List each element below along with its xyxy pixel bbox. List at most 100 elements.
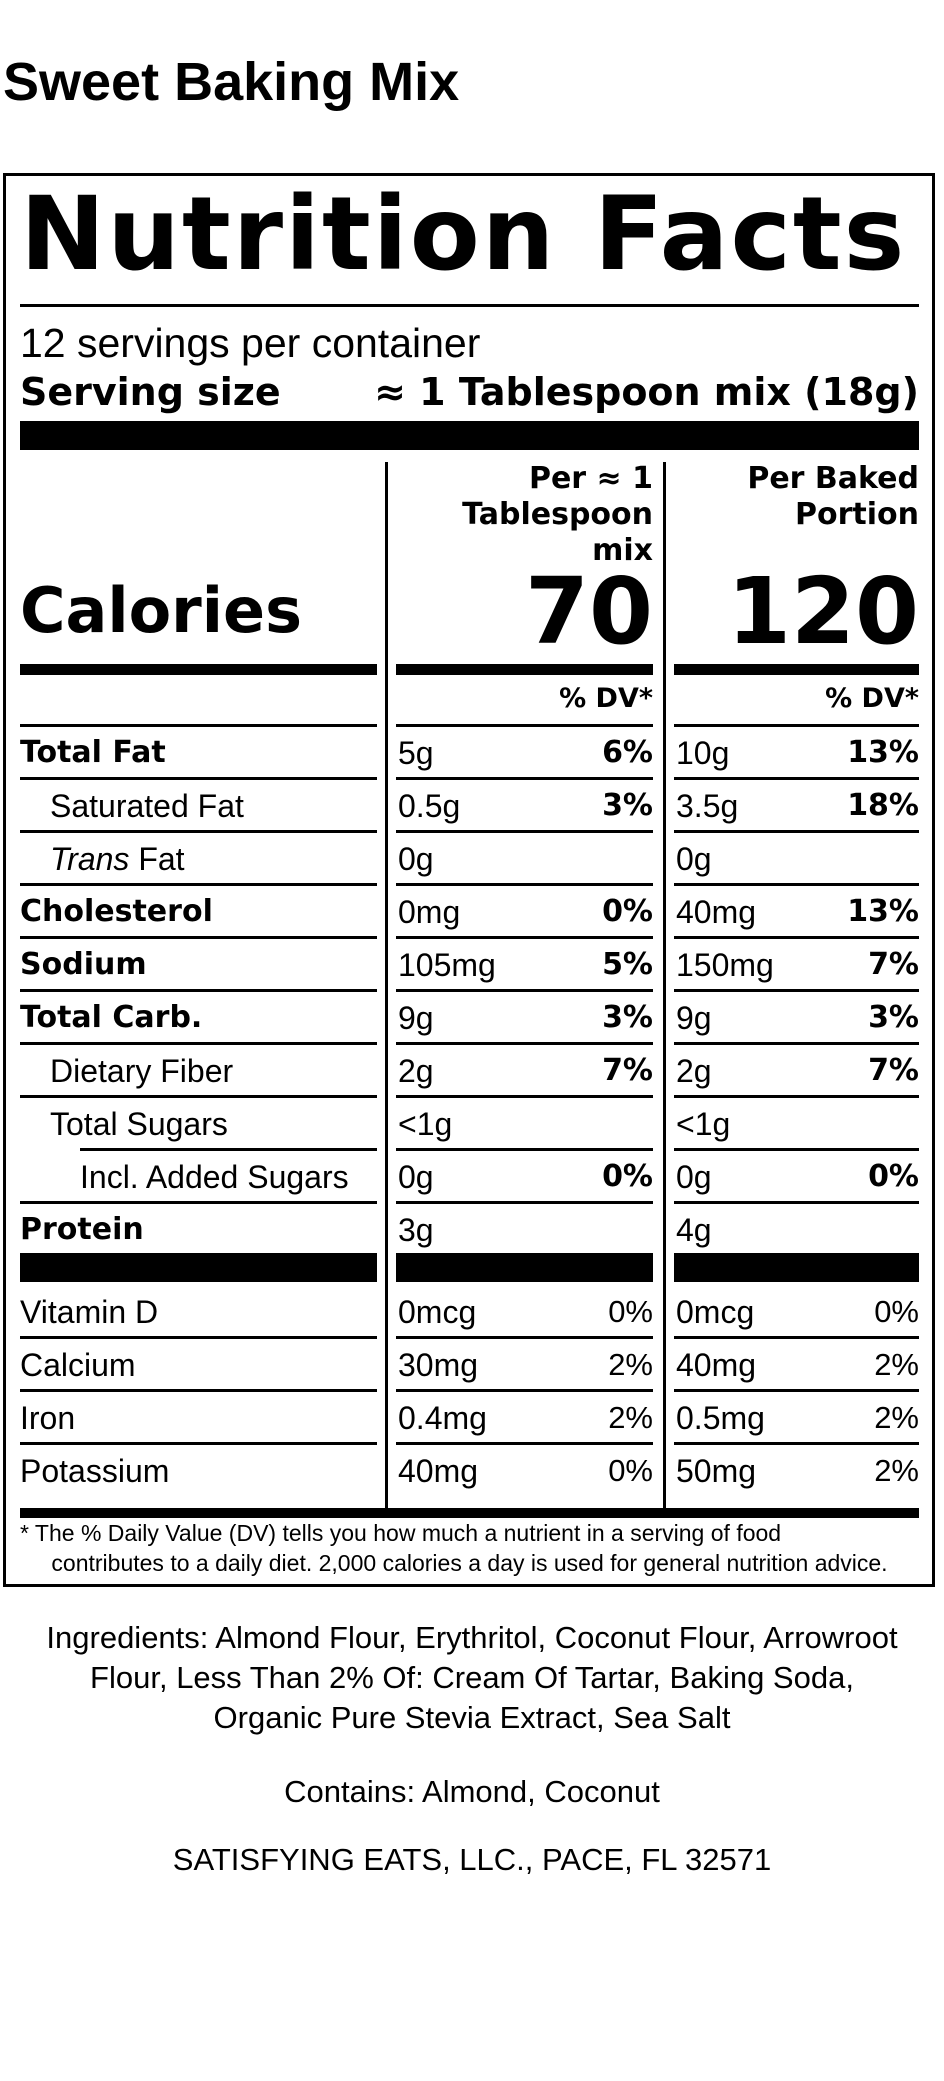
row-divider: [674, 1148, 919, 1151]
amount-baked: 0g: [676, 1159, 712, 1195]
amount-mix: 0mg: [398, 894, 461, 930]
serving-size-label: Serving size: [20, 370, 281, 414]
amount-baked: 10g: [676, 735, 730, 771]
row-divider: [674, 1442, 919, 1445]
ingredients-line: Ingredients: Almond Flour, Erythritol, C…: [46, 1620, 898, 1655]
amount-baked: 9g: [676, 1000, 712, 1036]
amount-baked: 2g: [676, 1053, 712, 1089]
row-divider: [396, 1442, 653, 1445]
row-divider: [396, 989, 653, 992]
row-divider: [20, 883, 377, 886]
nutrient-name: Saturated Fat: [50, 788, 244, 824]
row-divider: [396, 1148, 653, 1151]
amount-baked: 150mg: [676, 947, 774, 983]
footnote: * The % Daily Value (DV) tells you how m…: [20, 1518, 919, 1578]
row-divider: [396, 1201, 653, 1204]
dv-mix: 5%: [602, 947, 653, 982]
nutrient-name: Dietary Fiber: [50, 1053, 234, 1089]
column-header-mix-line: Per ≈ 1: [528, 461, 653, 496]
footnote-line-1: * The % Daily Value (DV) tells you how m…: [20, 1520, 782, 1546]
amount-mix: 0.5g: [398, 788, 461, 824]
serving-size-value: ≈ 1 Tablespoon mix (18g): [374, 370, 919, 414]
column-header-mix-line: Tablespoon: [462, 497, 653, 532]
row-divider: [396, 1042, 653, 1045]
nutrient-name: Cholesterol: [20, 894, 213, 929]
dv-header-mix: % DV*: [559, 683, 653, 714]
vitamin-dv-mix: 0%: [608, 1294, 653, 1329]
dv-mix: 7%: [602, 1053, 653, 1088]
dv-mix: 3%: [602, 1000, 653, 1035]
title-divider: [20, 304, 919, 307]
vitamin-dv-baked: 2%: [874, 1400, 919, 1435]
vitamin-dv-baked: 2%: [874, 1347, 919, 1382]
nutrient-name: Sodium: [20, 947, 147, 982]
nutrient-name: Trans Fat: [50, 839, 185, 879]
allergen-statement: Contains: Almond, Coconut: [284, 1774, 660, 1809]
column-header-baked: Per Baked Portion: [674, 461, 919, 533]
row-divider: [20, 1095, 377, 1098]
dv-mix: 6%: [602, 735, 653, 770]
row-divider: [674, 1389, 919, 1392]
amount-mix: 5g: [398, 735, 434, 771]
dv-mix: 3%: [602, 788, 653, 823]
vitamin-amount-mix: 0mcg: [398, 1294, 477, 1330]
amount-mix: 3g: [398, 1212, 434, 1248]
nutrient-name: Total Fat: [20, 735, 166, 770]
vitamin-dv-baked: 0%: [874, 1294, 919, 1329]
amount-mix: 0g: [398, 1159, 434, 1195]
vitamin-dv-baked: 2%: [874, 1453, 919, 1488]
row-divider: [674, 777, 919, 780]
row-divider: [20, 1042, 377, 1045]
vitamins-divider: [674, 1253, 919, 1282]
vitamin-amount-baked: 0.5mg: [676, 1400, 765, 1436]
row-divider: [20, 936, 377, 939]
row-divider: [674, 1095, 919, 1098]
vitamin-amount-mix: 40mg: [398, 1453, 479, 1489]
nutrition-facts-label: Nutrition Facts 12 servings per containe…: [3, 173, 935, 1587]
vitamin-dv-mix: 0%: [608, 1453, 653, 1488]
amount-baked: 3.5g: [676, 788, 739, 824]
column-header-mix: Per ≈ 1 Tablespoon mix: [396, 461, 653, 569]
vitamin-dv-mix: 2%: [608, 1347, 653, 1382]
nutrient-name: Incl. Added Sugars: [80, 1159, 349, 1195]
amount-mix: <1g: [398, 1106, 453, 1142]
dv-header-baked: % DV*: [825, 683, 919, 714]
calories-value-baked: 120: [726, 558, 919, 665]
column-header-mix-line: mix: [592, 533, 653, 568]
amount-mix: 0g: [398, 841, 434, 877]
row-divider: [20, 1442, 377, 1445]
dv-baked: 13%: [847, 735, 919, 770]
row-divider: [20, 777, 377, 780]
vitamin-name: Potassium: [20, 1453, 170, 1489]
row-divider: [674, 1201, 919, 1204]
row-divider: [396, 724, 653, 727]
amount-mix: 2g: [398, 1053, 434, 1089]
row-divider: [20, 989, 377, 992]
row-divider: [674, 1336, 919, 1339]
row-divider: [20, 724, 377, 727]
amount-mix: 105mg: [398, 947, 496, 983]
calories-bar-mix: [396, 664, 653, 675]
calories-value-mix: 70: [524, 558, 653, 665]
manufacturer: SATISFYING EATS, LLC., PACE, FL 32571: [172, 1842, 772, 1877]
vitamin-amount-baked: 0mcg: [676, 1294, 755, 1330]
row-divider: [396, 883, 653, 886]
row-divider: [674, 936, 919, 939]
nutrient-name: Total Sugars: [50, 1106, 228, 1142]
column-header-baked-line: Portion: [795, 497, 919, 532]
nutrient-name: Total Carb.: [20, 1000, 203, 1035]
product-title: Sweet Baking Mix: [3, 52, 460, 112]
ingredients-line: Flour, Less Than 2% Of: Cream Of Tartar,…: [90, 1660, 854, 1695]
nutrition-facts-title: Nutrition Facts: [20, 175, 907, 294]
column-divider-right: [663, 462, 666, 1508]
vitamin-name: Vitamin D: [20, 1294, 159, 1330]
row-divider: [20, 1201, 377, 1204]
vitamins-divider: [396, 1253, 653, 1282]
row-divider: [674, 883, 919, 886]
row-divider: [396, 1336, 653, 1339]
row-divider: [20, 1389, 377, 1392]
amount-baked: <1g: [676, 1106, 731, 1142]
serving-divider: [20, 421, 919, 450]
amount-mix: 9g: [398, 1000, 434, 1036]
vitamin-name: Calcium: [20, 1347, 136, 1383]
